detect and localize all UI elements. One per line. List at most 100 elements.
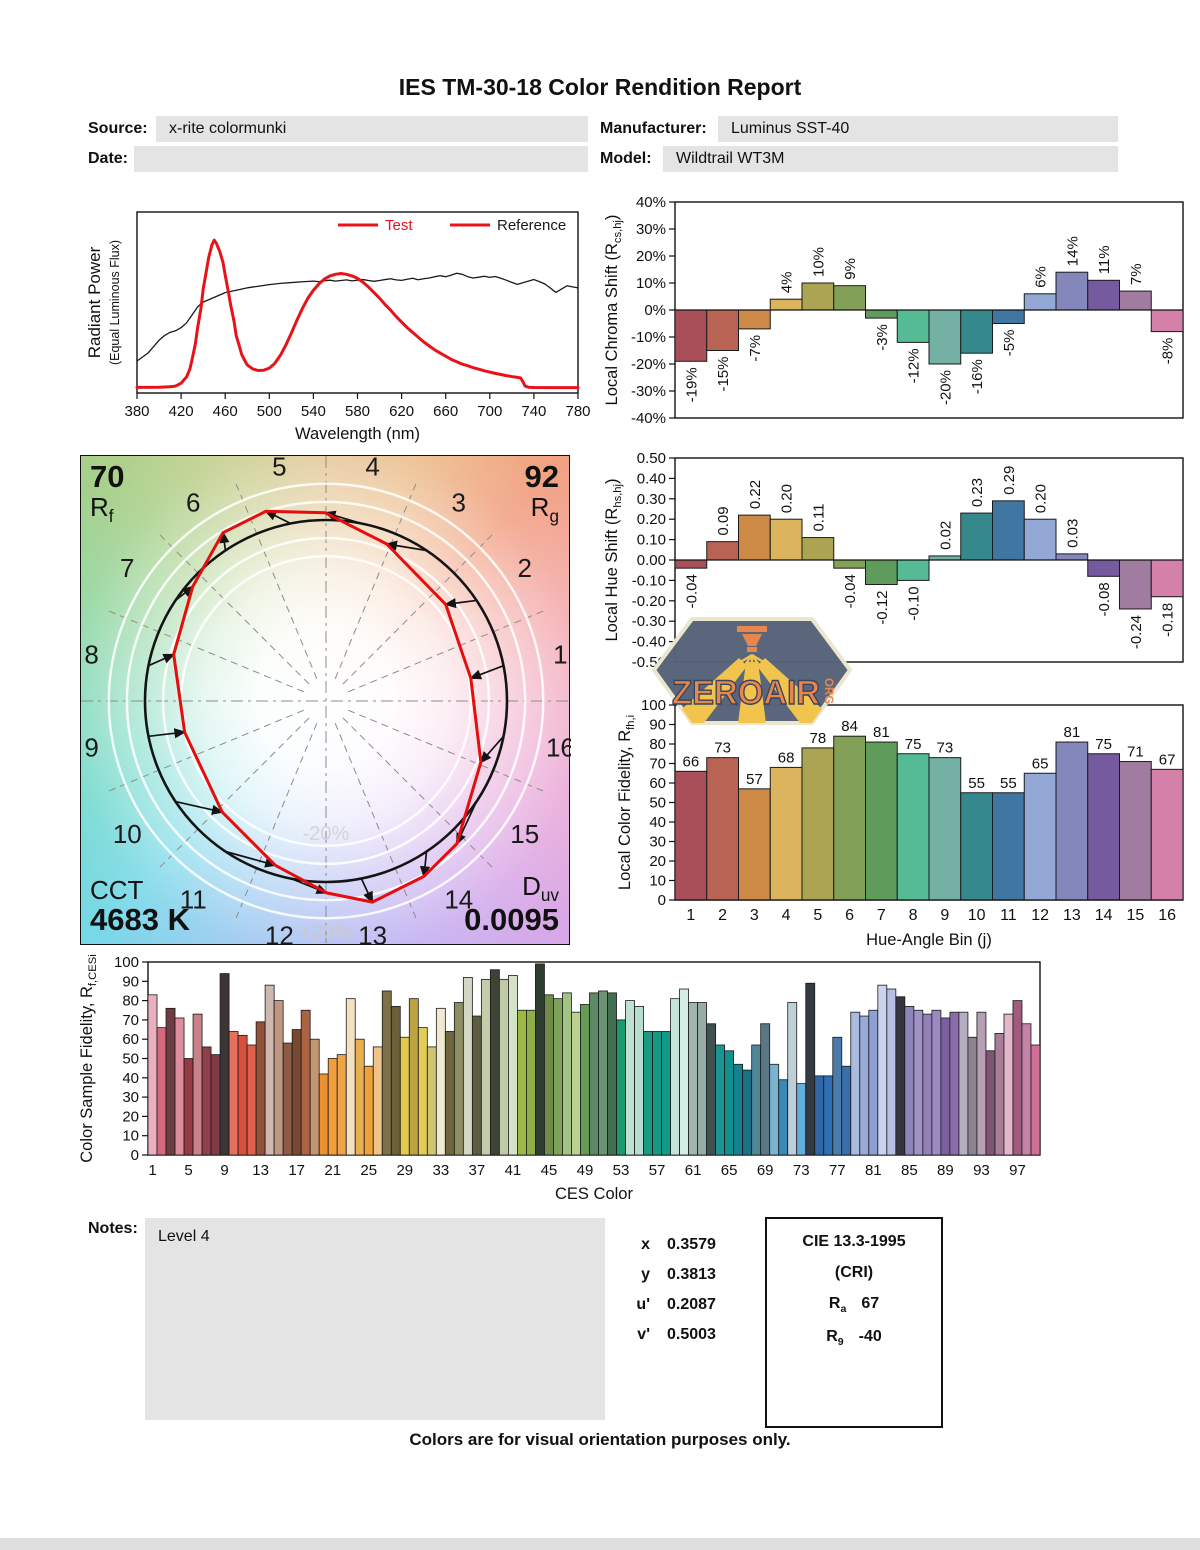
color-vector-graphic: -20% +20% 1 2 3 4 5 6 7 8 9 10 11 12 13 14 15 16 70 Rf 92…	[80, 455, 571, 946]
bar-bin-16	[1150, 768, 1184, 901]
shift-arrow-bin-11	[225, 850, 277, 868]
bar-bin-11	[992, 500, 1025, 561]
bar-value-label: -0.04	[842, 574, 859, 608]
bar-value-label: 73	[714, 740, 731, 757]
ces-bar-87	[922, 1013, 933, 1156]
watermark-text: ZEROAIR	[672, 674, 820, 712]
bar-bin-12	[1023, 772, 1057, 901]
bar-value-label: 84	[841, 718, 858, 735]
y-tick-label: 40%	[636, 194, 666, 211]
x-tick-label: 85	[901, 1162, 918, 1179]
x-tick-label: 81	[865, 1162, 882, 1179]
footer-note: Colors are for visual orientation purpos…	[409, 1430, 791, 1449]
hue-bin-number-6: 6	[186, 487, 200, 517]
bar-value-label: 7%	[1128, 263, 1145, 285]
spd-chart: 380 420 460 500 540 580 620 660 700 740 780 Wavelen…	[85, 211, 591, 443]
hue-bin-number-7: 7	[120, 553, 134, 583]
ces-bar-36	[462, 977, 473, 1156]
y-tick-label: 70	[649, 756, 666, 773]
y-tick-label: 0.50	[637, 450, 666, 467]
bar-value-label: 9%	[842, 258, 859, 280]
bar-value-label: -3%	[874, 324, 891, 351]
ces-bar-44	[535, 963, 545, 1156]
y-tick-label: -0.10	[632, 572, 666, 589]
flashlight-icon	[737, 626, 767, 652]
hue-bin-spoke	[334, 722, 417, 920]
ces-bar-83	[886, 988, 897, 1156]
ces-bar-48	[571, 1011, 581, 1156]
x-tick-label: 25	[360, 1162, 377, 1179]
x-tick-label: 45	[541, 1162, 558, 1179]
x-tick-label: 3	[750, 907, 759, 924]
y-tick-label: -30%	[631, 383, 666, 400]
ces-bar-97	[1012, 1000, 1023, 1156]
bar-value-label: 55	[968, 775, 985, 792]
bar-bin-1	[674, 559, 708, 569]
duv-label: Duv	[522, 871, 559, 906]
shift-arrow-bin-3	[385, 540, 427, 552]
x-tick-label: 77	[829, 1162, 846, 1179]
v-prime-label: v'	[637, 1326, 650, 1343]
ces-bar-45	[544, 994, 554, 1156]
ces-bar-89	[940, 1017, 951, 1156]
y-tick-label: 90	[122, 973, 139, 990]
ces-bar-14	[264, 984, 275, 1156]
ces-bar-66	[733, 1063, 744, 1156]
rf-value: 70	[90, 459, 125, 494]
ces-bar-79	[850, 1011, 861, 1156]
legend-test-label: Test	[385, 217, 413, 234]
duv-value: 0.0095	[464, 902, 559, 938]
ces-bar-10	[228, 1031, 239, 1156]
bar-bin-14	[1087, 279, 1120, 311]
y-tick-label: 0.30	[637, 491, 666, 508]
ces-bar-61	[688, 1002, 699, 1156]
ces-bar-29	[399, 1036, 410, 1156]
ces-bar-39	[489, 969, 500, 1156]
bar-value-label: 65	[1032, 755, 1049, 772]
shift-arrow-bin-9	[148, 728, 187, 739]
ces-bar-77	[832, 1036, 843, 1156]
y-tick-label: 0	[131, 1147, 139, 1164]
model-field: Wildtrail WT3M	[663, 146, 1118, 172]
x-tick-label: 500	[257, 403, 282, 420]
y-tick-label: 30	[649, 834, 666, 851]
bar-value-label: 0.29	[1001, 466, 1018, 495]
x-value: 0.3579	[667, 1236, 716, 1253]
bar-value-label: 0.22	[747, 480, 764, 509]
ces-bar-5	[183, 1058, 194, 1156]
rg-value: 92	[524, 459, 559, 494]
x-tick-label: 8	[909, 907, 918, 924]
x-tick-label: 12	[1031, 907, 1049, 924]
ces-bar-56	[643, 1031, 653, 1156]
ces-bar-4	[174, 1017, 185, 1156]
x-tick-label: 14	[1095, 907, 1113, 924]
shift-arrow-bin-16	[479, 735, 505, 764]
bar-value-label: -0.04	[683, 574, 700, 608]
ces-bar-16	[282, 1042, 293, 1156]
shift-arrow-bin-10	[175, 800, 224, 815]
bar-bin-1	[674, 309, 708, 362]
bar-bin-2	[706, 309, 739, 351]
bar-value-label: 71	[1127, 744, 1144, 761]
x-tick-label: 780	[565, 403, 590, 420]
hue-bin-number-13: 13	[358, 920, 387, 946]
x-tick-label: 61	[685, 1162, 702, 1179]
y-axis-title: Radiant Power	[85, 246, 104, 358]
y-tick-label: 30%	[636, 221, 666, 238]
x-tick-label: 9	[220, 1162, 228, 1179]
ces-bar-12	[246, 1044, 257, 1156]
hue-bin-number-8: 8	[84, 639, 98, 669]
ces-bar-63	[706, 1023, 717, 1156]
zeroair-watermark-badge: ZEROAIR ORG	[652, 617, 852, 725]
ces-bar-80	[859, 1015, 870, 1156]
x-tick-label: 580	[345, 403, 370, 420]
bar-value-label: 0.03	[1064, 519, 1081, 548]
ces-bar-73	[796, 1083, 807, 1156]
bar-bin-3	[738, 514, 771, 561]
y-axis-subtitle: (Equal Luminous Flux)	[108, 240, 122, 365]
badge-light-beams	[666, 658, 838, 723]
ces-bar-37	[471, 1015, 482, 1156]
x-tick-label: 1	[148, 1162, 156, 1179]
x-tick-label: 700	[477, 403, 502, 420]
x-tick-label: 9	[940, 907, 949, 924]
